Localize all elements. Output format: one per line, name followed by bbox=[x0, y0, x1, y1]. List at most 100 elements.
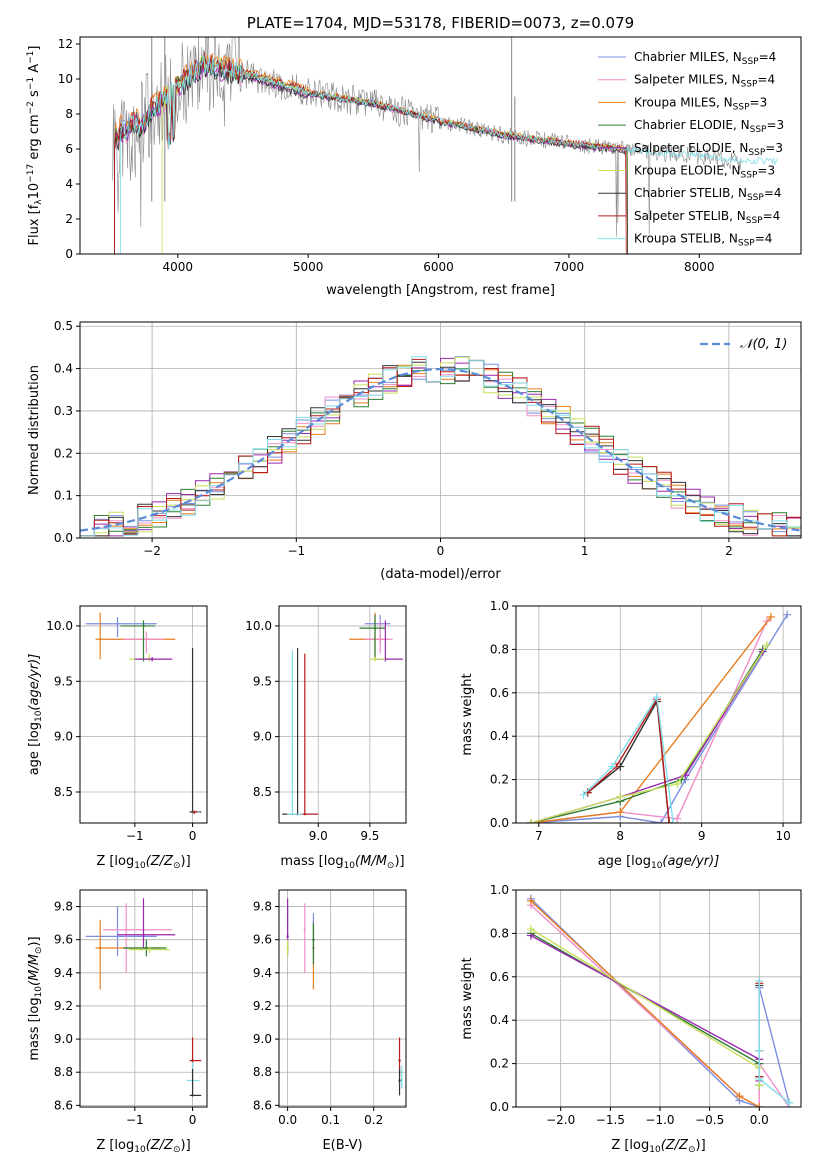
label-part: SSP bbox=[747, 193, 764, 203]
label-part: mass [log bbox=[280, 854, 343, 869]
label-part: Kroupa MILES, N bbox=[634, 95, 733, 109]
x-tick-label: 0.0 bbox=[750, 1113, 769, 1127]
label-part: SSP bbox=[746, 216, 763, 226]
x-tick-label: 10 bbox=[775, 829, 790, 843]
legend-entry: 𝒩(0, 1) bbox=[740, 337, 787, 352]
data-point bbox=[99, 946, 102, 950]
model-spectrum-7 bbox=[114, 52, 627, 254]
label-part: A bbox=[27, 64, 42, 77]
weight-vs-metallicity-panel: −2.0 −1.5 −1.0 −0.5 0.0 0.0 0.2 0.4 0.6 0.8 1.0 Z [… bbox=[460, 883, 802, 1155]
data-point bbox=[286, 935, 289, 938]
y-tick-label: 9.4 bbox=[253, 966, 272, 980]
weight-line-6 bbox=[587, 699, 670, 823]
plot-area bbox=[286, 898, 403, 1096]
data-point bbox=[378, 638, 382, 641]
weight-line-8 bbox=[583, 695, 674, 823]
label-part: −17 bbox=[26, 164, 36, 183]
label-part: 10 bbox=[651, 861, 663, 871]
label-part: =3 bbox=[750, 95, 768, 109]
plus-marker bbox=[579, 790, 588, 799]
x-axis-label: Z [log10(Z/Z⊙)] bbox=[96, 1138, 190, 1155]
y-tick-label: 9.0 bbox=[253, 1032, 272, 1046]
x-tick-label: 0.2 bbox=[364, 1113, 383, 1127]
y-axis-label: Flux [fλ10−17 erg cm−2 s−1 A−1] bbox=[26, 46, 44, 246]
chart-title: PLATE=1704, MJD=53178, FIBERID=0073, z=0… bbox=[247, 14, 634, 32]
gaussian-curve bbox=[80, 367, 801, 532]
label-part: SSP bbox=[750, 125, 767, 135]
y-tick-label: 9.6 bbox=[54, 933, 73, 947]
data-point bbox=[145, 638, 148, 641]
x-tick-label: −2 bbox=[143, 544, 161, 558]
label-part: (age/yr)] bbox=[662, 854, 719, 869]
label-part: Kroupa ELODIE, N bbox=[634, 164, 741, 178]
y-tick-label: 1.0 bbox=[490, 883, 509, 897]
y-tick-label: 0.2 bbox=[54, 446, 73, 460]
y-tick-label: 9.4 bbox=[54, 966, 73, 980]
y-tick-label: 9.5 bbox=[253, 674, 272, 688]
axes-frame bbox=[79, 889, 208, 1108]
legend-entry: Kroupa STELIB, NSSP=4 bbox=[634, 232, 772, 249]
x-tick-label: 7000 bbox=[554, 260, 585, 274]
y-axis-label: mass [log10(M/M⊙)] bbox=[27, 936, 44, 1060]
x-tick-label: 0.1 bbox=[321, 1113, 340, 1127]
data-point bbox=[191, 1094, 194, 1097]
plus-marker bbox=[616, 792, 625, 801]
axes-frame bbox=[79, 605, 208, 824]
label-part: 10 bbox=[134, 861, 146, 871]
y-tick-label: 9.0 bbox=[54, 1032, 73, 1046]
plus-marker bbox=[673, 814, 682, 823]
x-tick-label: 0 bbox=[189, 829, 197, 843]
x-tick-label: 1 bbox=[581, 544, 589, 558]
y-tick-label: 4 bbox=[65, 177, 73, 191]
plus-marker bbox=[755, 1046, 764, 1055]
mass-vs-extinction-panel: 0.0 0.1 0.2 8.6 8.8 9.0 9.2 9.4 9.6 9.8 E(B-V) bbox=[253, 889, 407, 1153]
y-tick-label: 10.0 bbox=[46, 619, 73, 633]
plus-marker bbox=[766, 612, 775, 621]
data-point bbox=[116, 622, 119, 625]
x-axis-label: (data-model)/error bbox=[380, 567, 501, 582]
axes-frame bbox=[79, 36, 802, 255]
label-part: 10 bbox=[344, 861, 356, 871]
label-part: )] bbox=[27, 936, 42, 946]
label-part: Chabrier ELODIE, N bbox=[634, 118, 750, 132]
label-part: (Z/Z bbox=[146, 854, 174, 869]
y-tick-label: 9.0 bbox=[253, 730, 272, 744]
x-axis-label: mass [log10(M/M⊙)] bbox=[280, 854, 404, 871]
label-part: Kroupa STELIB, N bbox=[634, 232, 738, 246]
data-point bbox=[286, 946, 289, 950]
x-tick-label: 9 bbox=[698, 829, 706, 843]
x-tick-label: 7 bbox=[535, 829, 543, 843]
label-part: (M/M bbox=[27, 954, 42, 986]
label-part: ] bbox=[27, 46, 42, 51]
label-part: =3 bbox=[757, 164, 775, 178]
plus-marker bbox=[673, 779, 682, 788]
label-part: erg cm bbox=[27, 114, 42, 163]
y-tick-label: 0.0 bbox=[490, 1100, 509, 1114]
label-part: =3 bbox=[766, 118, 784, 132]
label-part: 10 bbox=[649, 1145, 661, 1155]
plus-marker bbox=[735, 1092, 744, 1101]
label-part: age [log bbox=[27, 722, 42, 775]
label-part: −1 bbox=[26, 51, 36, 64]
plus-marker bbox=[785, 1098, 794, 1107]
label-part: ⊙ bbox=[387, 861, 395, 871]
plus-marker bbox=[665, 819, 674, 823]
model-spectrum-4 bbox=[114, 58, 628, 254]
label-part: SSP bbox=[741, 171, 758, 181]
plot-area bbox=[85, 612, 202, 815]
weight-line-1 bbox=[530, 620, 768, 823]
x-axis-label: Z [log10(Z/Z⊙)] bbox=[96, 854, 190, 871]
y-tick-label: 10.0 bbox=[245, 619, 272, 633]
y-axis-label: age [log10(age/yr)] bbox=[27, 654, 44, 776]
y-tick-label: 0.5 bbox=[54, 319, 73, 333]
label-part: 10 bbox=[27, 183, 42, 200]
label-part: SSP bbox=[742, 57, 759, 67]
y-tick-label: 8.6 bbox=[253, 1098, 272, 1112]
label-part: SSP bbox=[748, 148, 765, 158]
x-tick-label: −1 bbox=[126, 1113, 144, 1127]
y-tick-label: 8.5 bbox=[253, 785, 272, 799]
y-tick-label: 0.4 bbox=[490, 729, 509, 743]
y-tick-label: 0.6 bbox=[490, 686, 509, 700]
label-part: =4 bbox=[757, 73, 775, 87]
model-spectrum-6 bbox=[114, 60, 628, 254]
